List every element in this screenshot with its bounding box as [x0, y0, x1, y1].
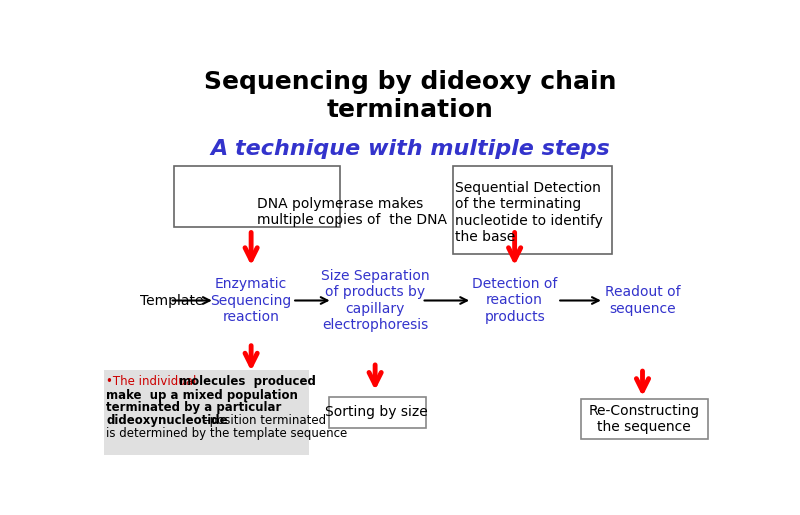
Text: make  up a mixed population: make up a mixed population	[106, 389, 298, 402]
Text: is determined by the template sequence: is determined by the template sequence	[106, 427, 347, 440]
Text: •The individual: •The individual	[106, 375, 200, 388]
FancyBboxPatch shape	[329, 397, 426, 427]
Text: Size Separation
of products by
capillary
electrophoresis: Size Separation of products by capillary…	[321, 269, 430, 332]
FancyBboxPatch shape	[581, 399, 708, 439]
FancyBboxPatch shape	[104, 370, 310, 455]
Text: –position terminated: –position terminated	[201, 414, 326, 427]
Text: Sequencing by dideoxy chain
termination: Sequencing by dideoxy chain termination	[204, 70, 616, 122]
Text: Sequential Detection
of the terminating
nucleotide to identify
the base: Sequential Detection of the terminating …	[455, 181, 603, 244]
Text: dideoxynucleotide: dideoxynucleotide	[106, 414, 228, 427]
Text: A technique with multiple steps: A technique with multiple steps	[210, 139, 610, 159]
Text: DNA polymerase makes
multiple copies of  the DNA: DNA polymerase makes multiple copies of …	[257, 197, 446, 227]
Text: Re-Constructing
the sequence: Re-Constructing the sequence	[589, 404, 700, 434]
Text: Detection of
reaction
products: Detection of reaction products	[472, 277, 558, 324]
Text: Readout of
sequence: Readout of sequence	[605, 285, 680, 316]
Text: Template: Template	[140, 294, 204, 307]
Text: molecules  produced: molecules produced	[179, 375, 316, 388]
Text: Sorting by size: Sorting by size	[326, 405, 428, 419]
Text: Enzymatic
Sequencing
reaction: Enzymatic Sequencing reaction	[210, 277, 292, 324]
Text: terminated by a particular: terminated by a particular	[106, 401, 282, 415]
FancyBboxPatch shape	[453, 166, 611, 254]
FancyBboxPatch shape	[174, 166, 340, 227]
